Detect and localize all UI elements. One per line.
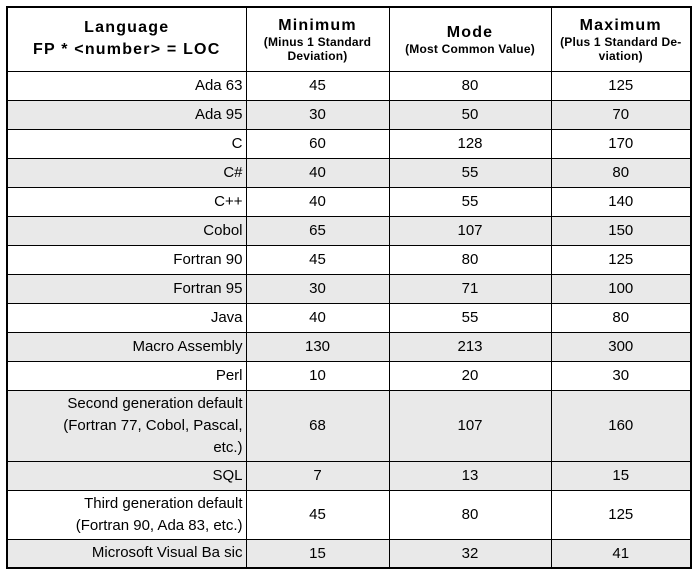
minimum-cell: 45 <box>245 70 390 101</box>
minimum-cell: 7 <box>245 460 390 491</box>
minimum-cell: 60 <box>245 128 390 159</box>
language-cell: C <box>6 128 247 159</box>
language-cell: Second generation default (Fortran 77, C… <box>6 389 247 462</box>
mode-cell: 213 <box>388 331 552 362</box>
minimum-cell: 10 <box>245 360 390 391</box>
language-cell: SQL <box>6 460 247 491</box>
mode-cell: 71 <box>388 273 552 304</box>
mode-cell: 55 <box>388 302 552 333</box>
table-row: C# 40 55 80 <box>6 157 692 188</box>
column-header-mode-subtitle: (Most Common Value) <box>405 41 535 56</box>
maximum-cell: 150 <box>550 215 692 246</box>
mode-cell: 55 <box>388 186 552 217</box>
mode-cell: 32 <box>388 538 552 569</box>
column-header-minimum-label: Minimum <box>278 16 357 34</box>
language-cell: Java <box>6 302 247 333</box>
table-row: Ada 95 30 50 70 <box>6 99 692 130</box>
table-row: Macro Assembly 130 213 300 <box>6 331 692 362</box>
table-row: Third generation default (Fortran 90, Ad… <box>6 489 692 540</box>
minimum-cell: 40 <box>245 157 390 188</box>
maximum-cell: 125 <box>550 244 692 275</box>
maximum-cell: 170 <box>550 128 692 159</box>
maximum-cell: 80 <box>550 157 692 188</box>
minimum-cell: 68 <box>245 389 390 462</box>
column-header-language: Language FP * <number> = LOC <box>6 6 247 72</box>
minimum-cell: 130 <box>245 331 390 362</box>
language-cell: Fortran 90 <box>6 244 247 275</box>
table-row: Fortran 90 45 80 125 <box>6 244 692 275</box>
table-row: Ada 63 45 80 125 <box>6 70 692 101</box>
maximum-cell: 300 <box>550 331 692 362</box>
minimum-cell: 65 <box>245 215 390 246</box>
language-cell: Microsoft Visual Ba sic <box>6 538 247 569</box>
language-cell: Fortran 95 <box>6 273 247 304</box>
table-row: Cobol 65 107 150 <box>6 215 692 246</box>
minimum-cell: 40 <box>245 186 390 217</box>
language-cell: Cobol <box>6 215 247 246</box>
maximum-cell: 125 <box>550 489 692 540</box>
mode-cell: 107 <box>388 389 552 462</box>
mode-cell: 128 <box>388 128 552 159</box>
mode-cell: 80 <box>388 489 552 540</box>
table-row: Second generation default (Fortran 77, C… <box>6 389 692 462</box>
minimum-cell: 30 <box>245 273 390 304</box>
mode-cell: 50 <box>388 99 552 130</box>
mode-cell: 80 <box>388 70 552 101</box>
fp-loc-conversion-table: Language FP * <number> = LOC Minimum (Mi… <box>6 6 692 569</box>
column-header-maximum-label: Maximum <box>579 16 662 34</box>
column-header-maximum: Maximum (Plus 1 Standard De- viation) <box>550 6 692 72</box>
table-body: Ada 63 45 80 125 Ada 95 30 50 70 C 60 12… <box>6 70 692 569</box>
table-row: C++ 40 55 140 <box>6 186 692 217</box>
language-cell: C++ <box>6 186 247 217</box>
language-cell: Macro Assembly <box>6 331 247 362</box>
maximum-cell: 140 <box>550 186 692 217</box>
mode-cell: 107 <box>388 215 552 246</box>
minimum-cell: 40 <box>245 302 390 333</box>
table-row: Java 40 55 80 <box>6 302 692 333</box>
maximum-cell: 70 <box>550 99 692 130</box>
maximum-cell: 160 <box>550 389 692 462</box>
table-row: SQL 7 13 15 <box>6 460 692 491</box>
maximum-cell: 15 <box>550 460 692 491</box>
mode-cell: 20 <box>388 360 552 391</box>
maximum-cell: 41 <box>550 538 692 569</box>
minimum-cell: 45 <box>245 489 390 540</box>
table-row: Perl 10 20 30 <box>6 360 692 391</box>
minimum-cell: 45 <box>245 244 390 275</box>
mode-cell: 13 <box>388 460 552 491</box>
table-row: C 60 128 170 <box>6 128 692 159</box>
language-cell: C# <box>6 157 247 188</box>
minimum-cell: 30 <box>245 99 390 130</box>
column-header-mode-label: Mode <box>446 23 494 41</box>
language-cell: Ada 63 <box>6 70 247 101</box>
minimum-cell: 15 <box>245 538 390 569</box>
maximum-cell: 30 <box>550 360 692 391</box>
header-row: Language FP * <number> = LOC Minimum (Mi… <box>6 6 692 72</box>
maximum-cell: 80 <box>550 302 692 333</box>
column-header-maximum-subtitle: (Plus 1 Standard De- viation) <box>560 34 682 63</box>
column-header-minimum: Minimum (Minus 1 Standard Deviation) <box>245 6 390 72</box>
table-header: Language FP * <number> = LOC Minimum (Mi… <box>6 6 692 72</box>
table-row: Microsoft Visual Ba sic 15 32 41 <box>6 538 692 569</box>
language-cell: Ada 95 <box>6 99 247 130</box>
column-header-mode: Mode (Most Common Value) <box>388 6 552 72</box>
column-header-minimum-subtitle: (Minus 1 Standard Deviation) <box>263 34 372 63</box>
language-cell: Perl <box>6 360 247 391</box>
maximum-cell: 125 <box>550 70 692 101</box>
mode-cell: 55 <box>388 157 552 188</box>
table-row: Fortran 95 30 71 100 <box>6 273 692 304</box>
language-cell: Third generation default (Fortran 90, Ad… <box>6 489 247 540</box>
mode-cell: 80 <box>388 244 552 275</box>
maximum-cell: 100 <box>550 273 692 304</box>
